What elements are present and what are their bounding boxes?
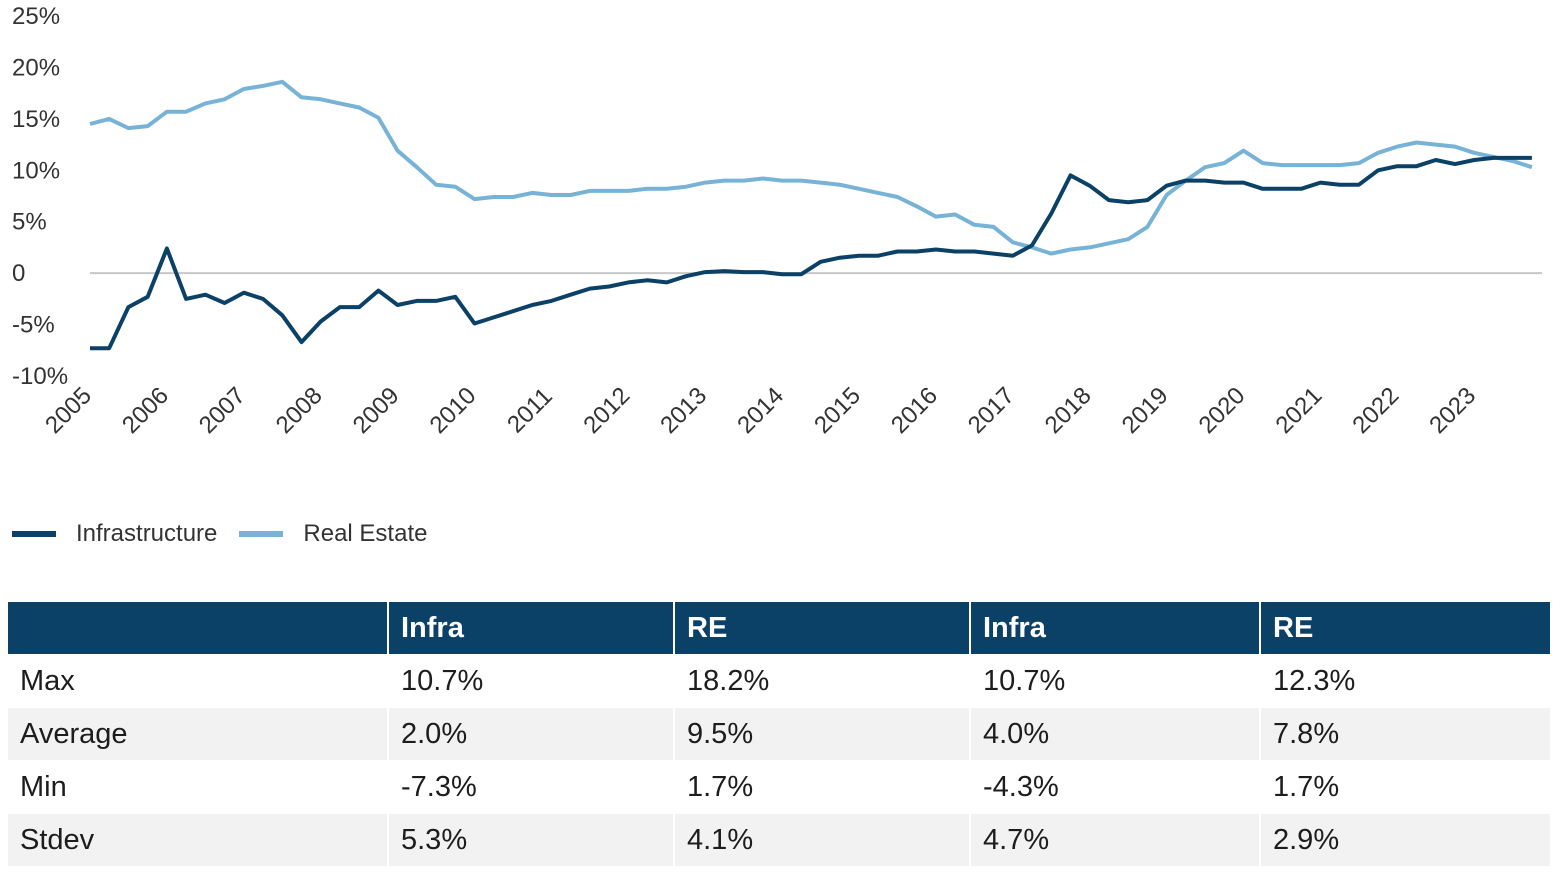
table-cell: 7.8% [1260, 707, 1550, 761]
x-tick-label: 2005 [40, 382, 97, 439]
y-tick-label: 0 [12, 260, 25, 287]
chart-legend: Infrastructure Real Estate [12, 516, 449, 552]
x-tick-label: 2006 [117, 382, 174, 439]
x-tick-label: 2010 [425, 382, 482, 439]
table-cell: 4.1% [674, 813, 971, 866]
statistics-table: Infra RE Infra RE Max 10.7% 18.2% 10.7% … [8, 602, 1550, 866]
legend-label-real-estate: Real Estate [303, 520, 428, 547]
table-header-cell: RE [674, 602, 971, 655]
row-label: Stdev [8, 813, 389, 866]
x-tick-label: 2023 [1424, 382, 1481, 439]
x-tick-label: 2016 [886, 382, 943, 439]
table-row: Max 10.7% 18.2% 10.7% 12.3% [8, 654, 1550, 708]
table-cell: 1.7% [674, 760, 971, 814]
table-header-cell: Infra [970, 602, 1261, 655]
x-tick-label: 2015 [809, 382, 866, 439]
y-tick-label: 5% [12, 209, 47, 236]
legend-swatch-real-estate [239, 531, 284, 537]
x-tick-label: 2021 [1271, 382, 1328, 439]
series-line-real-estate [89, 79, 1533, 256]
x-tick-label: 2018 [1040, 382, 1097, 439]
table-header-cell: RE [1260, 602, 1550, 655]
table-cell: 5.3% [388, 813, 675, 866]
table-row: Average 2.0% 9.5% 4.0% 7.8% [8, 707, 1550, 761]
table-row: Min -7.3% 1.7% -4.3% 1.7% [8, 760, 1550, 814]
x-tick-label: 2019 [1117, 382, 1174, 439]
y-tick-label: 10% [12, 157, 60, 184]
x-tick-label: 2011 [502, 383, 558, 439]
table-cell: 10.7% [970, 654, 1261, 708]
x-tick-label: 2008 [271, 382, 328, 439]
table-cell: 2.9% [1260, 813, 1550, 866]
x-axis-tick-labels: 2005 2006 2007 2008 2009 2010 2011 2012 2013 2014… [40, 382, 1481, 439]
legend-label-infrastructure: Infrastructure [76, 520, 218, 547]
x-tick-label: 2014 [732, 382, 789, 439]
row-label: Average [8, 707, 389, 761]
y-tick-label: 25% [12, 3, 60, 30]
series-line-infrastructure [90, 155, 1532, 351]
table-cell: 4.0% [970, 707, 1261, 761]
row-label: Min [8, 760, 389, 814]
table-header-row: Infra RE Infra RE [8, 602, 1550, 655]
line-chart: 25%20%15%10%5%0-5%-10% 2005 2006 2007 2008 2… [12, 3, 1542, 439]
legend-item-real-estate: Real Estate [239, 520, 427, 548]
table-header-cell: Infra [388, 602, 675, 655]
x-tick-label: 2022 [1347, 382, 1404, 439]
series-lines [89, 79, 1533, 351]
table-cell: 9.5% [674, 707, 971, 761]
legend-item-infrastructure: Infrastructure [12, 520, 217, 548]
legend-swatch-infrastructure [12, 531, 56, 537]
table-cell: -4.3% [970, 760, 1261, 814]
x-tick-label: 2009 [348, 382, 405, 439]
x-tick-label: 2013 [655, 382, 712, 439]
x-tick-label: 2017 [963, 382, 1020, 439]
x-tick-label: 2020 [1194, 382, 1251, 439]
table-cell: 2.0% [388, 707, 675, 761]
y-tick-label: -10% [12, 363, 68, 390]
y-tick-label: 20% [12, 54, 60, 81]
y-tick-label: 15% [12, 106, 60, 133]
table-cell: 18.2% [674, 654, 971, 708]
y-axis-tick-labels: 25% 20% 15% 10% 5% 0 -5% -10% [12, 3, 68, 390]
table-cell: 4.7% [970, 813, 1261, 866]
y-tick-label: -5% [12, 312, 55, 339]
table-cell: 12.3% [1260, 654, 1550, 708]
table-cell: -7.3% [388, 760, 675, 814]
table-cell: 10.7% [388, 654, 675, 708]
row-label: Max [8, 654, 389, 708]
table-cell: 1.7% [1260, 760, 1550, 814]
x-tick-label: 2007 [194, 382, 251, 439]
table-header-cell [8, 602, 389, 655]
table-row: Stdev 5.3% 4.1% 4.7% 2.9% [8, 813, 1550, 866]
x-tick-label: 2012 [578, 382, 635, 439]
